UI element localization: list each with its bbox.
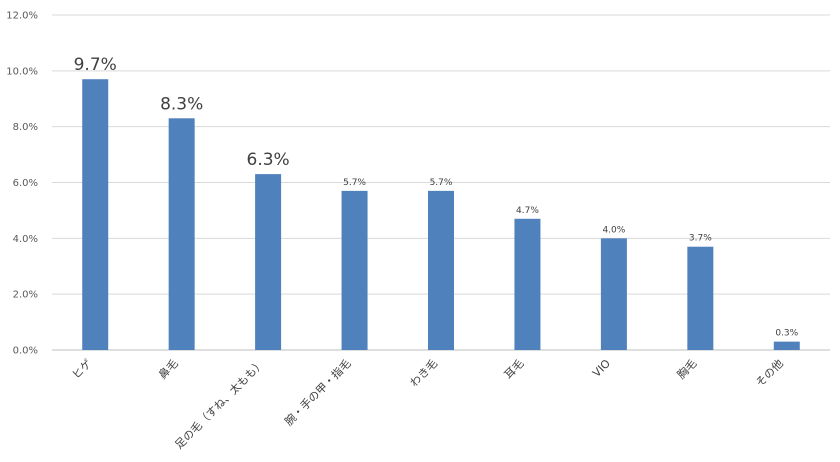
- bar: [341, 190, 368, 350]
- x-category-label: その他: [753, 357, 786, 390]
- y-tick-label: 12.0%: [6, 11, 38, 22]
- data-label: 5.7%: [430, 178, 453, 188]
- y-tick-label: 10.0%: [6, 66, 38, 77]
- bar: [514, 218, 541, 350]
- y-tick-label: 4.0%: [13, 234, 38, 245]
- x-category-label: ヒゲ: [70, 357, 95, 382]
- bar: [255, 174, 282, 350]
- data-label: 0.3%: [775, 329, 798, 339]
- x-category-label: VIO: [590, 357, 613, 380]
- data-label: 5.7%: [343, 178, 366, 188]
- data-label: 3.7%: [689, 234, 712, 244]
- data-label: 4.7%: [516, 206, 539, 216]
- y-axis-tick-labels: 0.0% 2.0% 4.0% 6.0% 8.0% 10.0% 12.0%: [6, 11, 38, 357]
- data-label: 8.3%: [160, 94, 203, 114]
- x-category-label: 鼻毛: [155, 356, 180, 381]
- data-label: 6.3%: [247, 150, 290, 170]
- x-category-label: 耳毛: [502, 357, 527, 382]
- bar: [82, 79, 109, 350]
- x-category-label: 足の毛（すね、太もも）: [172, 357, 267, 452]
- bar: [600, 238, 627, 350]
- y-tick-label: 2.0%: [13, 290, 38, 301]
- bar: [428, 190, 454, 350]
- bar: [773, 341, 800, 350]
- y-tick-label: 8.0%: [13, 122, 38, 133]
- x-category-label: 腕・手の甲・指毛: [282, 356, 354, 428]
- data-labels: 9.7% 8.3% 6.3% 5.7% 5.7% 4.7% 4.0% 3.7% 0.3%: [74, 55, 799, 338]
- bar: [168, 118, 195, 351]
- data-label: 4.0%: [602, 225, 625, 235]
- data-label: 9.7%: [74, 55, 117, 75]
- bar: [687, 246, 714, 350]
- x-category-label: わき毛: [408, 357, 441, 390]
- y-tick-label: 0.0%: [13, 346, 38, 357]
- y-tick-label: 6.0%: [13, 178, 38, 189]
- bars: [82, 79, 800, 351]
- x-category-label: 胸毛: [674, 356, 699, 381]
